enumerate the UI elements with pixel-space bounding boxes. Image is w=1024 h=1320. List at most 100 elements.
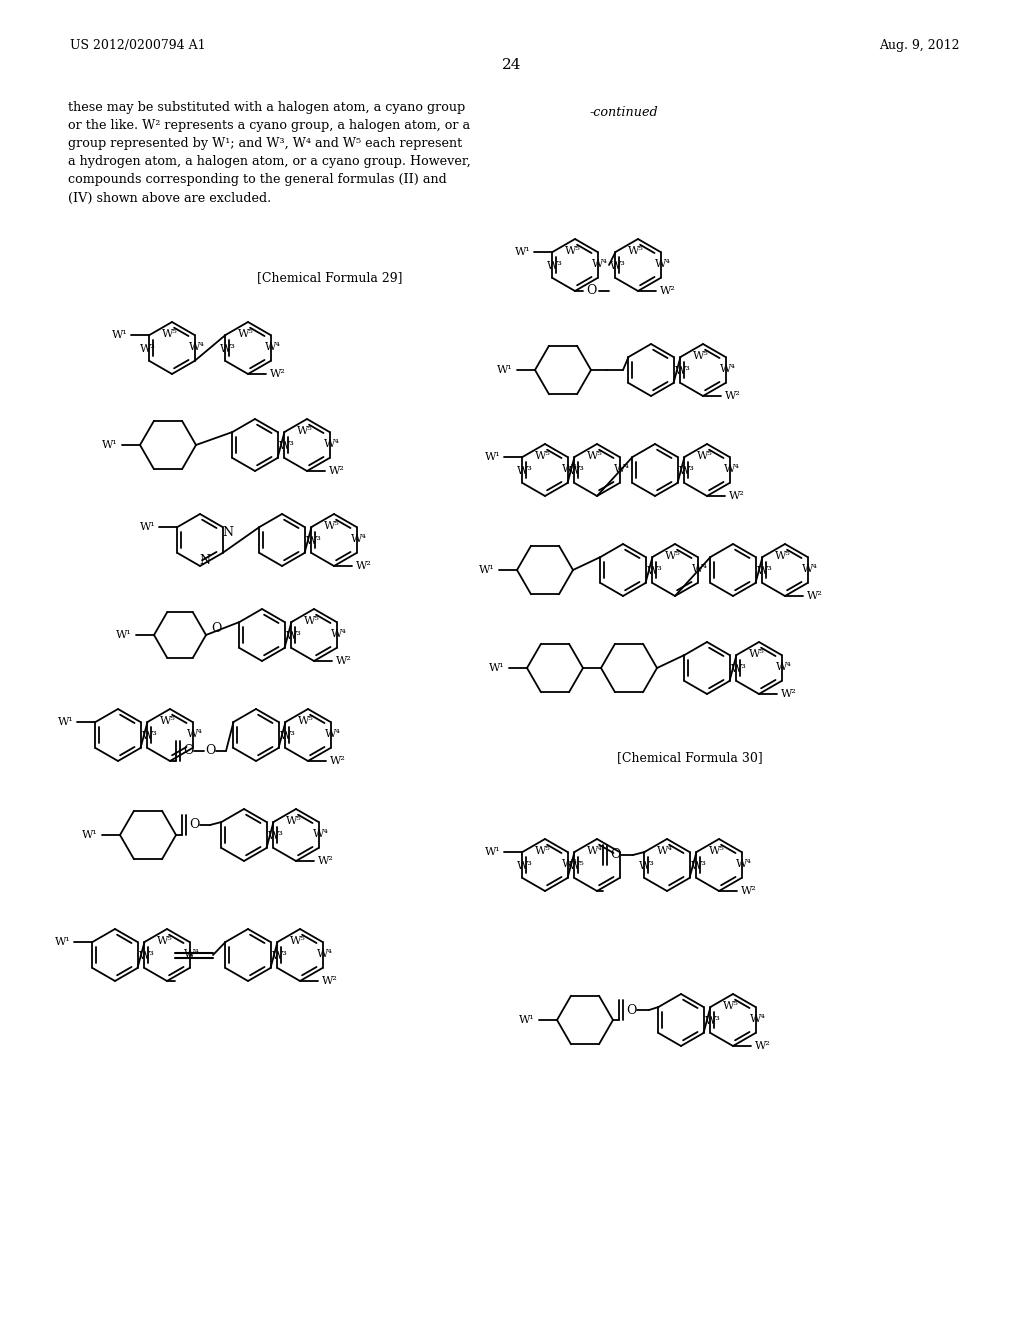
Text: W²: W² [781,689,797,700]
Text: W⁵: W⁵ [536,846,551,855]
Text: W³: W³ [609,261,626,271]
Text: W¹: W¹ [484,451,501,462]
Text: W¹: W¹ [112,330,127,341]
Text: W²: W² [729,491,744,502]
Text: W³: W³ [139,345,156,354]
Text: W⁵: W⁵ [239,329,254,339]
Text: W²: W² [330,756,346,766]
Text: W⁵: W⁵ [587,451,603,461]
Text: W⁵: W⁵ [290,936,306,946]
Text: W¹: W¹ [497,366,513,375]
Text: a hydrogen atom, a halogen atom, or a cyano group. However,: a hydrogen atom, a halogen atom, or a cy… [68,156,471,169]
Text: W²: W² [725,391,741,401]
Text: W⁴: W⁴ [312,829,329,840]
Text: W⁵: W⁵ [536,451,551,461]
Text: W³: W³ [757,566,772,576]
Text: W³: W³ [705,1016,721,1026]
Text: W⁴: W⁴ [324,440,339,449]
Text: 24: 24 [502,58,522,73]
Text: W⁴: W⁴ [587,846,603,855]
Text: W⁴: W⁴ [735,859,752,869]
Text: W⁴: W⁴ [802,564,817,574]
Text: W¹: W¹ [519,1015,535,1026]
Text: W⁵: W⁵ [693,351,709,360]
Text: W⁴: W⁴ [654,259,671,269]
Text: W⁵: W⁵ [710,846,725,855]
Text: W⁵: W⁵ [304,616,319,626]
Text: [Chemical Formula 30]: [Chemical Formula 30] [617,751,763,764]
Text: W⁵: W⁵ [286,816,302,826]
Text: W¹: W¹ [515,247,530,257]
Text: W¹: W¹ [57,717,74,727]
Text: W⁴: W⁴ [775,663,792,672]
Text: W⁴: W⁴ [750,1014,766,1024]
Text: W⁴: W⁴ [350,535,367,544]
Text: W⁵: W⁵ [325,521,340,531]
Text: O: O [610,849,621,862]
Text: O: O [211,623,221,635]
Text: W⁴: W⁴ [657,846,673,855]
Text: W⁴: W⁴ [613,465,630,474]
Text: -continued: -continued [590,106,658,119]
Text: W⁵: W⁵ [160,715,176,726]
Text: Aug. 9, 2012: Aug. 9, 2012 [880,38,961,51]
Text: O: O [205,744,215,758]
Text: W⁴: W⁴ [724,465,739,474]
Text: W²: W² [741,886,757,896]
Text: W¹: W¹ [116,630,132,640]
Text: W¹: W¹ [139,521,156,532]
Text: W⁴: W⁴ [720,364,735,374]
Text: W³: W³ [138,950,155,961]
Text: W⁴: W⁴ [325,729,340,739]
Text: W⁴: W⁴ [561,465,578,474]
Text: W³: W³ [305,536,322,546]
Text: W⁵: W⁵ [750,649,765,659]
Text: [Chemical Formula 29]: [Chemical Formula 29] [257,272,402,285]
Text: US 2012/0200794 A1: US 2012/0200794 A1 [70,38,206,51]
Text: or the like. W² represents a cyano group, a halogen atom, or a: or the like. W² represents a cyano group… [68,120,470,132]
Text: W⁵: W⁵ [775,550,791,561]
Text: compounds corresponding to the general formulas (II) and: compounds corresponding to the general f… [68,173,446,186]
Text: W³: W³ [675,366,690,376]
Text: W⁵: W⁵ [157,936,173,946]
Text: W¹: W¹ [489,663,505,673]
Text: W²: W² [270,370,286,379]
Text: W⁵: W⁵ [162,329,178,339]
Text: W⁴: W⁴ [264,342,281,352]
Text: W³: W³ [639,861,654,871]
Text: W³: W³ [286,631,301,642]
Text: W⁵: W⁵ [697,451,713,461]
Text: W⁴: W⁴ [331,630,346,639]
Text: O: O [183,744,194,758]
Text: W⁵: W⁵ [568,861,585,871]
Text: W⁴: W⁴ [183,949,200,960]
Text: W⁵: W⁵ [628,246,644,256]
Text: W⁵: W⁵ [298,715,314,726]
Text: W⁴: W⁴ [188,342,205,352]
Text: W³: W³ [568,466,585,477]
Text: W²: W² [755,1041,771,1051]
Text: W³: W³ [219,345,236,354]
Text: O: O [626,1003,636,1016]
Text: W¹: W¹ [484,847,501,857]
Text: W¹: W¹ [54,937,71,946]
Text: N: N [200,553,211,566]
Text: W²: W² [329,466,345,477]
Text: W⁵: W⁵ [297,426,313,436]
Text: W³: W³ [679,466,694,477]
Text: W²: W² [356,561,372,572]
Text: W⁵: W⁵ [565,246,581,256]
Text: W²: W² [336,656,352,667]
Text: W³: W³ [141,731,158,741]
Text: O: O [586,285,596,297]
Text: W⁴: W⁴ [186,729,203,739]
Text: W³: W³ [516,466,532,477]
Text: O: O [188,818,200,832]
Text: W⁴: W⁴ [592,259,607,269]
Text: W⁴: W⁴ [691,564,708,574]
Text: W⁵: W⁵ [666,550,681,561]
Text: group represented by W¹; and W³, W⁴ and W⁵ each represent: group represented by W¹; and W³, W⁴ and … [68,137,462,150]
Text: W⁴: W⁴ [561,859,578,869]
Text: W³: W³ [271,950,288,961]
Text: W²: W² [318,855,334,866]
